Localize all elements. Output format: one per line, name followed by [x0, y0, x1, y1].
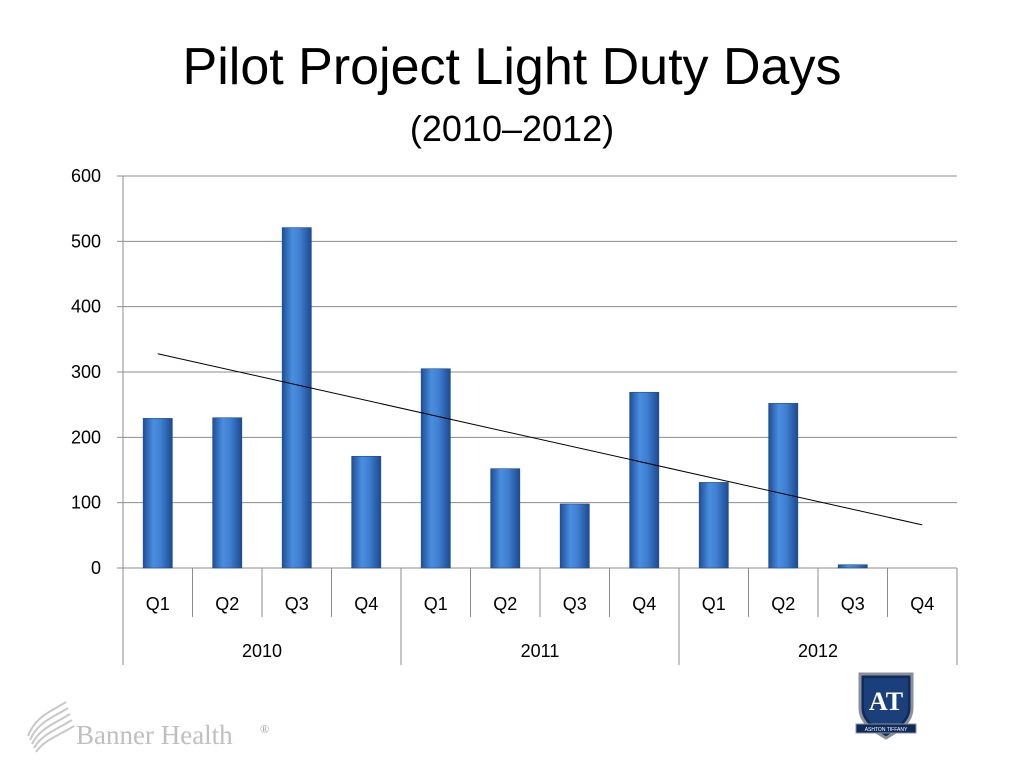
y-tick-label: 400 [71, 297, 101, 317]
bar [351, 455, 382, 569]
x-tick-label: Q3 [841, 594, 865, 614]
bar [281, 227, 312, 569]
ashton-tiffany-shield-logo: AT ASHTON TIFFANY [855, 672, 917, 740]
y-tick-label: 300 [71, 362, 101, 382]
bar [629, 391, 660, 569]
x-tick-label: Q4 [910, 594, 934, 614]
x-group-label: 2012 [798, 641, 838, 661]
bar [212, 417, 243, 569]
x-tick-label: Q1 [146, 594, 170, 614]
x-tick-label: Q3 [563, 594, 587, 614]
x-tick-label: Q2 [215, 594, 239, 614]
bar [837, 564, 868, 569]
axes [117, 175, 958, 665]
slide-subtitle: (2010–2012) [409, 108, 615, 149]
bar [698, 482, 729, 569]
trendline [157, 353, 923, 526]
registered-mark: ® [260, 722, 270, 736]
x-tick-label: Q4 [632, 594, 656, 614]
banner-wave-icon [27, 701, 75, 753]
bar [768, 403, 799, 569]
x-tick-label: Q1 [702, 594, 726, 614]
y-tick-label: 200 [71, 427, 101, 447]
y-tick-label: 500 [71, 231, 101, 251]
banner-health-logo: Banner Health ® [22, 696, 282, 756]
shield-caption: ASHTON TIFFANY [865, 727, 908, 733]
linear-trendline [157, 353, 923, 526]
bar [559, 503, 590, 569]
axis-labels: 0 100 200 300 400 500 600 Q1 Q2 Q3 Q4 Q1 Q2 Q3 Q4 Q1 Q2 Q… [71, 166, 934, 661]
y-tick-label: 600 [71, 166, 101, 186]
x-tick-label: Q1 [424, 594, 448, 614]
x-tick-label: Q2 [493, 594, 517, 614]
y-tick-label: 100 [71, 493, 101, 513]
bars [142, 227, 868, 569]
x-group-label: 2011 [521, 641, 560, 661]
y-tick-label: 0 [91, 558, 101, 578]
x-tick-label: Q2 [771, 594, 795, 614]
gridlines [123, 175, 957, 504]
slide-title: Pilot Project Light Duty Days [182, 38, 842, 96]
x-tick-label: Q4 [354, 594, 378, 614]
bar [490, 468, 521, 569]
x-group-label: 2010 [242, 641, 282, 661]
bar [420, 368, 451, 569]
shield-letters: AT [869, 687, 903, 716]
brand-name: Banner Health [76, 720, 233, 750]
bar [142, 418, 173, 569]
x-tick-label: Q3 [285, 594, 309, 614]
